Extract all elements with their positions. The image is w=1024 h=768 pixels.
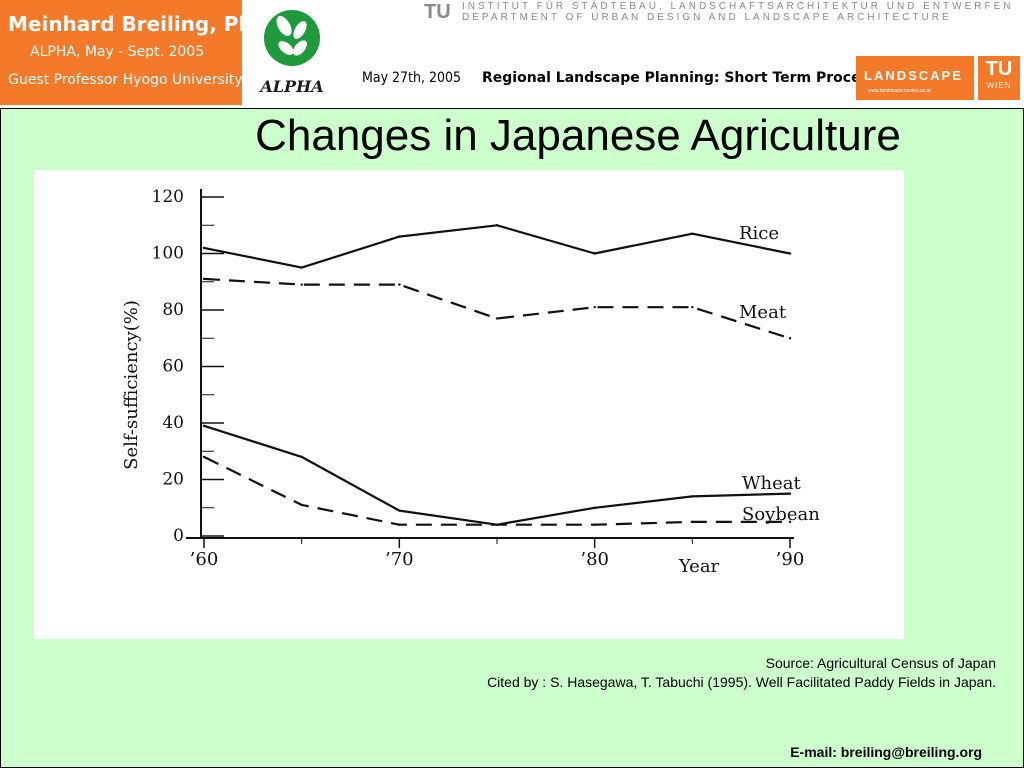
landscape-logo-text: LANDSCAPE — [864, 68, 963, 83]
data-point-meat — [495, 317, 499, 320]
citation-line: Cited by : S. Hasegawa, T. Tabuchi (1995… — [487, 674, 996, 690]
x-tick-label: ’90 — [776, 549, 805, 570]
data-point-rice — [788, 252, 792, 255]
source-citation: Source: Agricultural Census of Japan Cit… — [487, 654, 996, 692]
y-tick-label: 120 — [152, 187, 184, 207]
chart-panel: Self-sufficiency(%) Year 0 20 40 60 80 100 120… — [34, 170, 904, 639]
y-tick-label: 80 — [162, 300, 184, 320]
landscape-logo-url: www.landscape.tuwien.ac.at — [868, 88, 931, 94]
series-label-rice: Rice — [739, 223, 779, 244]
data-point-soybean — [495, 523, 499, 526]
data-point-meat — [788, 337, 792, 340]
data-point-wheat — [398, 509, 401, 512]
data-point-meat — [202, 277, 206, 281]
data-point-soybean — [593, 523, 596, 526]
series-line-rice — [203, 224, 791, 269]
x-tick-label: ’60 — [190, 549, 219, 570]
data-point-rice — [495, 224, 499, 227]
data-point-soybean — [788, 520, 792, 524]
y-tick-label: 0 — [173, 526, 184, 546]
data-point-meat — [300, 283, 303, 286]
y-tick-label: 40 — [162, 413, 184, 433]
x-axis-label: Year — [678, 556, 720, 577]
y-tick-label: 20 — [162, 470, 184, 490]
data-point-wheat — [300, 455, 303, 459]
data-point-soybean — [398, 523, 401, 526]
y-tick-label: 100 — [152, 244, 184, 264]
series-label-meat: Meat — [739, 302, 787, 323]
tu-wien-logo: TU WIEN — [978, 56, 1020, 100]
data-point-meat — [398, 283, 401, 286]
data-point-meat — [691, 305, 694, 309]
alpha-logo-text: ALPHA — [258, 77, 323, 96]
tu-wien-text: WIEN — [986, 81, 1012, 90]
chart-axes: 0 20 40 60 80 100 120 ’60 ’70 ’80 ’90 — [152, 187, 805, 570]
lecture-date: May 27th, 2005 — [362, 70, 462, 86]
data-point-soybean — [202, 455, 206, 459]
data-point-meat — [593, 305, 596, 309]
landscape-logo: LANDSCAPE www.landscape.tuwien.ac.at — [856, 56, 974, 100]
data-point-wheat — [788, 492, 792, 495]
author-position: Guest Professor Hyogo University — [8, 72, 243, 88]
self-sufficiency-chart: Self-sufficiency(%) Year 0 20 40 60 80 100 120… — [121, 187, 820, 577]
data-point-wheat — [691, 495, 694, 498]
institute-line-de: INSTITUT FÜR STÄDTEBAU, LANDSCHAFTSARCHI… — [462, 1, 1014, 12]
institute-line-en: DEPARTMENT OF URBAN DESIGN AND LANDSCAPE… — [462, 12, 952, 23]
source-line: Source: Agricultural Census of Japan — [765, 655, 996, 671]
x-tick-label: ’80 — [580, 549, 609, 570]
series-line-soybean — [203, 455, 790, 526]
tu-small-logo: TU — [424, 1, 451, 23]
data-point-rice — [202, 246, 206, 250]
alpha-logo: ALPHA — [258, 10, 324, 96]
author-name: Meinhard Breiling, Ph.D. — [8, 12, 285, 36]
course-title: Regional Landscape Planning: Short Term … — [482, 70, 896, 86]
series-label-soybean: Soybean — [742, 504, 820, 525]
data-point-rice — [593, 252, 596, 255]
contact-email[interactable]: E-mail: breiling@breiling.org — [790, 744, 982, 760]
author-banner: Meinhard Breiling, Ph.D. ALPHA, May - Se… — [0, 0, 284, 105]
data-point-wheat — [593, 506, 596, 509]
data-point-soybean — [300, 503, 303, 507]
series-label-wheat: Wheat — [742, 473, 801, 494]
slide-header: Meinhard Breiling, Ph.D. ALPHA, May - Se… — [0, 0, 1024, 108]
chart-series-labels: Rice Meat Wheat Soybean — [739, 223, 820, 525]
chart-series — [202, 224, 792, 526]
tu-logo-text: TU — [985, 58, 1013, 80]
data-point-rice — [691, 232, 694, 235]
data-point-wheat — [202, 424, 206, 428]
y-axis-label: Self-sufficiency(%) — [121, 300, 142, 470]
y-tick-label: 60 — [162, 357, 184, 377]
author-program: ALPHA, May - Sept. 2005 — [30, 44, 205, 60]
data-point-rice — [300, 266, 303, 269]
series-line-meat — [203, 277, 791, 340]
data-point-soybean — [691, 520, 694, 524]
slide-title: Changes in Japanese Agriculture — [0, 111, 1024, 161]
data-point-rice — [398, 235, 401, 238]
x-tick-label: ’70 — [385, 549, 414, 570]
institute-name: INSTITUT FÜR STÄDTEBAU, LANDSCHAFTSARCHI… — [462, 1, 1014, 23]
series-line-wheat — [203, 424, 791, 526]
slide-title-text: Changes in Japanese Agriculture — [255, 111, 901, 160]
